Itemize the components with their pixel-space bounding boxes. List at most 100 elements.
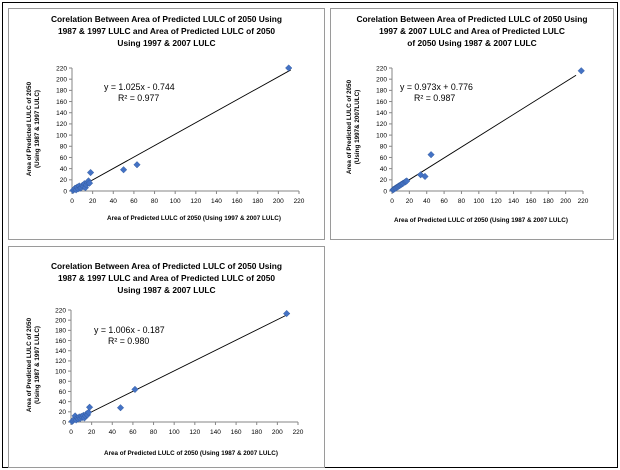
chart-panel-3: Corelation Between Area of Predicted LUL… [8,246,325,468]
data-point [120,166,128,174]
x-tick-label: 140 [508,198,519,205]
x-tick-label: 80 [151,198,159,205]
chart-title-line: 1997 & 2007 LULC and Area of Predicted L… [379,26,565,36]
scatter-plot: 0 20 40 60 80 100 120 140 160 180 200 220 0 20 40 60 80 1… [346,65,589,224]
y-axis-label-line: (Using 1997& 2007LULC) [354,90,361,165]
x-tick-label: 40 [109,429,117,436]
chart-title-line: 1987 & 1997 LULC and Area of Predicted L… [57,26,276,36]
y-tick-label: 140 [56,110,67,117]
x-tick-label: 20 [89,198,97,205]
x-axis-label: Area of Predicted LULC of 2050 (Using 19… [394,217,568,224]
y-axis-label-line: (Using 1987 & 1997 LULC) [34,90,41,168]
y-tick-label: 100 [56,132,67,139]
x-tick-label: 180 [543,198,554,205]
data-point [285,64,293,72]
scatter-plot: 0 20 40 60 80 100 120 140 160 180 200 220 0 20 40 60 80 1… [26,307,304,457]
x-axis-label: Area of Predicted LULC of 2050 (Using 19… [104,450,278,457]
y-tick-label: 220 [376,65,387,72]
trend-line [70,313,290,423]
x-tick-label: 60 [130,198,138,205]
x-tick-label: 40 [423,198,431,205]
x-tick-label: 100 [169,429,180,436]
x-tick-label: 200 [272,429,283,436]
y-axis-label: Area of Predicted LULC of 2050(Using 198… [26,317,41,412]
chart-title-line: Using 1997 & 2007 LULC [117,38,216,48]
y-tick-label: 120 [55,358,66,365]
chart-title-line: of 2050 Using 1987 & 2007 LULC [407,38,537,48]
x-tick-label: 60 [129,429,137,436]
x-tick-label: 80 [458,198,466,205]
chart-title-line: Corelation Between Area of Predicted LUL… [51,261,282,271]
x-tick-label: 0 [390,198,394,205]
chart-title-line: Using 1987 & 2007 LULC [117,285,216,295]
y-axis-label-line: (Using 1987 & 1997 LULC) [34,326,41,404]
data-point [85,179,94,187]
data-point [403,177,411,185]
y-axis-label: Area of Predicted LULC of 2050(Using 199… [346,79,361,174]
x-tick-label: 0 [70,198,74,205]
x-tick-label: 140 [210,429,221,436]
chart-title: Corelation Between Area of Predicted LUL… [9,260,324,296]
data-point [421,172,429,181]
y-tick-label: 220 [56,65,67,72]
data-point [116,404,125,412]
x-tick-label: 120 [189,429,200,436]
y-tick-label: 80 [59,379,67,386]
y-tick-label: 180 [376,88,387,95]
x-tick-label: 100 [170,198,181,205]
y-tick-label: 100 [55,368,66,375]
x-tick-label: 40 [110,198,118,205]
y-tick-label: 40 [380,166,388,173]
y-tick-label: 20 [59,409,67,416]
y-tick-label: 120 [376,121,387,128]
y-tick-label: 80 [60,144,68,151]
r-squared-label: R² = 0.987 [414,93,455,103]
y-tick-label: 140 [55,348,66,355]
x-tick-label: 120 [190,198,201,205]
chart-title-line: 1987 & 1997 LULC and Area of Predicted L… [57,273,276,283]
data-point [133,161,141,169]
y-tick-label: 20 [380,177,388,184]
data-point [131,385,139,394]
x-tick-label: 120 [491,198,502,205]
y-tick-label: 20 [60,177,68,184]
x-tick-label: 20 [88,429,96,436]
x-tick-label: 160 [231,429,242,436]
data-point [427,151,435,159]
x-tick-label: 220 [578,198,589,205]
data-point [84,408,93,416]
trend-line [71,69,291,192]
x-tick-label: 180 [252,198,263,205]
trend-line [391,74,577,191]
y-tick-label: 220 [55,307,66,314]
trendline-equation: y = 1.006x - 0.187 [94,325,165,335]
y-tick-label: 0 [383,188,387,195]
y-tick-label: 60 [59,389,67,396]
trendline-equation: y = 0.973x + 0.776 [400,82,473,92]
x-tick-label: 140 [211,198,222,205]
x-tick-label: 180 [251,429,262,436]
data-point [283,309,291,318]
x-tick-label: 20 [406,198,414,205]
y-tick-label: 160 [376,99,387,106]
r-squared-label: R² = 0.977 [118,93,159,103]
x-tick-label: 80 [150,429,158,436]
y-tick-label: 0 [63,188,67,195]
y-axis-label-line: Area of Predicted LULC of 2050 [346,79,353,174]
x-axis-label: Area of Predicted LULC of 2050 (Using 19… [107,215,281,222]
y-tick-label: 180 [55,328,66,335]
y-tick-label: 40 [60,166,68,173]
x-tick-label: 160 [525,198,536,205]
chart-title-line: Corelation Between Area of Predicted LUL… [356,14,588,24]
chart-title: Corelation Between Area of Predicted LUL… [9,13,324,49]
y-tick-label: 0 [62,419,66,426]
y-tick-label: 60 [60,155,68,162]
x-tick-label: 0 [69,429,73,436]
y-tick-label: 120 [56,121,67,128]
y-axis-label: Area of Predicted LULC of 2050(Using 198… [26,81,41,176]
x-tick-label: 160 [232,198,243,205]
x-tick-label: 200 [560,198,571,205]
y-tick-label: 200 [56,76,67,83]
data-point [86,168,95,177]
y-tick-label: 80 [380,144,388,151]
